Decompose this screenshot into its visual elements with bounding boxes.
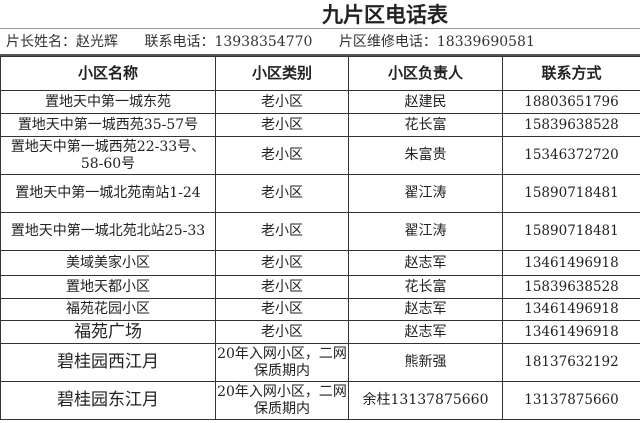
manager-cell: 余柱13137875660	[348, 381, 503, 420]
manager-cell: 翟江涛	[348, 174, 503, 213]
table-row: 置地天中第一城东苑 老小区 赵建民 18803651796	[0, 90, 640, 114]
community-name-cell: 福苑广场	[0, 320, 216, 344]
table-row: 置地天都小区 老小区 花长富 15839638528	[0, 275, 640, 299]
category-cell: 老小区	[215, 320, 349, 344]
header-contact: 联系方式	[502, 56, 640, 91]
district-info: 片长姓名：赵光辉 联系电话：13938354770 片区维修电话：1833969…	[0, 29, 640, 56]
phone-cell: 18803651796	[502, 90, 640, 114]
header-manager: 小区负责人	[348, 56, 503, 91]
category-cell: 老小区	[215, 212, 349, 251]
repair-phone: 片区维修电话：18339690581	[338, 34, 535, 50]
phone-cell: 15839638528	[502, 275, 640, 299]
header-category: 小区类别	[215, 56, 349, 91]
community-name-cell: 置地天都小区	[0, 275, 216, 299]
community-name-cell: 置地天中第一城北苑南站1-24	[0, 174, 216, 213]
community-name-cell: 碧桂园西江月	[0, 343, 216, 382]
category-cell: 20年入网小区，二网保质期内	[215, 343, 349, 382]
page-title: 九片区电话表	[0, 0, 640, 29]
phone-cell: 18137632192	[502, 343, 640, 382]
manager-cell: 翟江涛	[348, 212, 503, 251]
category-cell: 老小区	[215, 250, 349, 276]
phone-cell: 13461496918	[502, 320, 640, 344]
table-row: 福苑广场 老小区 赵志军 13461496918	[0, 320, 640, 344]
table-row: 碧桂园东江月 20年入网小区，二网保质期内 余柱13137875660 1313787…	[0, 381, 640, 420]
category-cell: 20年入网小区，二网保质期内	[215, 381, 349, 420]
table-row: 置地天中第一城北苑北站25-33 老小区 翟江涛 15890718481	[0, 212, 640, 251]
community-name-cell: 置地天中第一城西苑22-33号、58-60号	[0, 136, 216, 175]
manager-cell: 花长富	[348, 113, 503, 137]
category-cell: 老小区	[215, 275, 349, 299]
community-name-cell: 置地天中第一城西苑35-57号	[0, 113, 216, 137]
community-name-cell: 碧桂园东江月	[0, 381, 216, 420]
phone-cell: 13461496918	[502, 298, 640, 321]
header-name: 小区名称	[0, 56, 216, 91]
manager-cell: 朱富贵	[348, 136, 503, 175]
table-header: 小区名称 小区类别 小区负责人 联系方式	[0, 56, 640, 91]
category-cell: 老小区	[215, 298, 349, 321]
category-cell: 老小区	[215, 174, 349, 213]
leader-name: 片长姓名：赵光辉	[6, 34, 118, 50]
manager-cell: 赵志军	[348, 250, 503, 276]
phone-cell: 15839638528	[502, 113, 640, 137]
table-row: 福苑花园小区 老小区 赵志军 13461496918	[0, 298, 640, 321]
phone-cell: 15346372720	[502, 136, 640, 175]
manager-cell: 花长富	[348, 275, 503, 299]
manager-cell: 赵建民	[348, 90, 503, 114]
phone-cell: 15890718481	[502, 174, 640, 213]
table-row: 碧桂园西江月 20年入网小区，二网保质期内 熊新强 18137632192	[0, 343, 640, 382]
community-name-cell: 福苑花园小区	[0, 298, 216, 321]
community-name-cell: 置地天中第一城北苑北站25-33	[0, 212, 216, 251]
table-row: 置地天中第一城西苑22-33号、58-60号 老小区 朱富贵 15346372720	[0, 136, 640, 175]
category-cell: 老小区	[215, 90, 349, 114]
phone-cell: 13461496918	[502, 250, 640, 276]
contact-table: 小区名称 小区类别 小区负责人 联系方式 置地天中第一城东苑 老小区 赵建民 1880…	[0, 56, 640, 420]
community-name-cell: 美域美家小区	[0, 250, 216, 276]
manager-cell: 赵志军	[348, 320, 503, 344]
table-row: 美域美家小区 老小区 赵志军 13461496918	[0, 250, 640, 276]
table-row: 置地天中第一城西苑35-57号 老小区 花长富 15839638528	[0, 113, 640, 137]
phone-cell: 15890718481	[502, 212, 640, 251]
community-name-cell: 置地天中第一城东苑	[0, 90, 216, 114]
category-cell: 老小区	[215, 113, 349, 137]
category-cell: 老小区	[215, 136, 349, 175]
leader-phone: 联系电话：13938354770	[144, 34, 313, 50]
table-row: 置地天中第一城北苑南站1-24 老小区 翟江涛 15890718481	[0, 174, 640, 213]
manager-cell: 赵志军	[348, 298, 503, 321]
manager-cell: 熊新强	[348, 343, 503, 382]
phone-cell: 13137875660	[502, 381, 640, 420]
